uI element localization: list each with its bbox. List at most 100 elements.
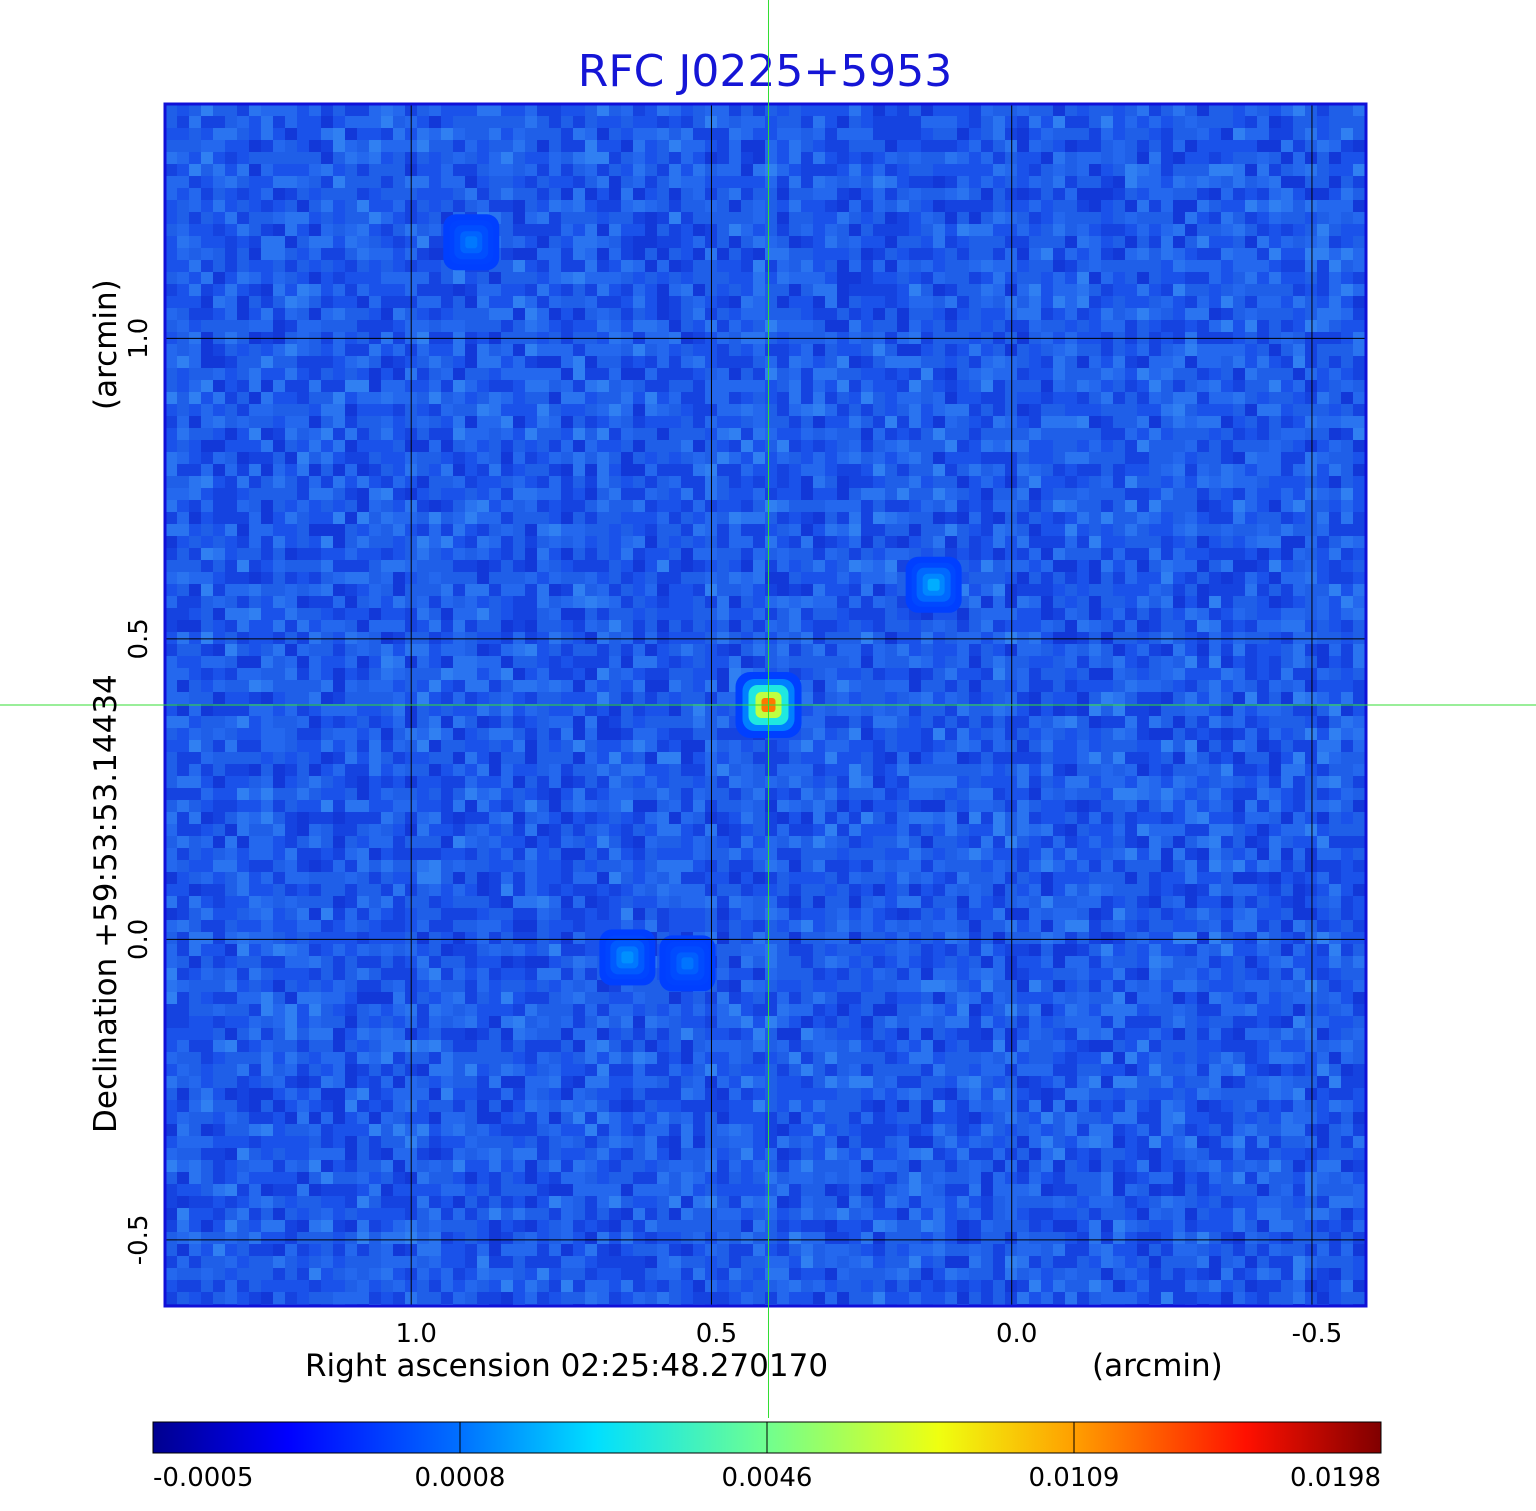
pixel [597,200,609,212]
pixel [885,440,897,452]
pixel [1317,512,1329,524]
pixel [489,404,501,416]
pixel [993,584,1005,596]
pixel [1005,164,1017,176]
pixel [801,260,813,272]
pixel [789,236,801,248]
pixel [537,248,549,260]
pixel [1137,536,1149,548]
pixel [357,620,369,632]
pixel [885,356,897,368]
pixel [657,320,669,332]
pixel [1017,116,1029,128]
pixel [969,404,981,416]
pixel [717,692,729,704]
pixel [993,344,1005,356]
pixel [285,584,297,596]
pixel [285,128,297,140]
pixel [657,392,669,404]
pixel [1293,248,1305,260]
pixel [1341,620,1353,632]
pixel [1281,644,1293,656]
pixel [1329,236,1341,248]
pixel [1017,584,1029,596]
pixel [1113,104,1125,116]
pixel [309,236,321,248]
pixel [477,392,489,404]
pixel [933,248,945,260]
pixel [1161,644,1173,656]
pixel [561,428,573,440]
pixel [513,176,525,188]
pixel [717,644,729,656]
pixel [513,632,525,644]
pixel [897,176,909,188]
pixel [561,224,573,236]
pixel [621,380,633,392]
pixel [201,272,213,284]
pixel [213,452,225,464]
pixel [213,188,225,200]
pixel [561,680,573,692]
pixel [1269,164,1281,176]
pixel [1305,440,1317,452]
pixel [225,344,237,356]
pixel [1125,140,1137,152]
pixel [669,128,681,140]
pixel [1329,488,1341,500]
pixel [501,200,513,212]
pixel [333,188,345,200]
pixel [561,320,573,332]
pixel [1257,344,1269,356]
pixel [465,188,477,200]
pixel [693,164,705,176]
pixel [285,104,297,116]
pixel [945,164,957,176]
pixel [1281,116,1293,128]
pixel [729,536,741,548]
pixel [909,128,921,140]
pixel [309,584,321,596]
pixel [1353,284,1365,296]
pixel [1329,668,1341,680]
pixel [669,380,681,392]
pixel [1245,320,1257,332]
pixel [429,656,441,668]
pixel [1293,464,1305,476]
pixel [801,416,813,428]
pixel [849,308,861,320]
pixel [1089,440,1101,452]
pixel [861,464,873,476]
pixel [1149,500,1161,512]
pixel [501,476,513,488]
pixel [453,272,465,284]
pixel [285,476,297,488]
pixel [801,356,813,368]
pixel [969,632,981,644]
pixel [549,416,561,428]
pixel [933,464,945,476]
pixel [309,296,321,308]
pixel [1305,200,1317,212]
pixel [309,404,321,416]
pixel [897,212,909,224]
pixel [765,356,777,368]
pixel [249,596,261,608]
pixel [1197,200,1209,212]
pixel [1077,164,1089,176]
pixel [549,104,561,116]
pixel [297,176,309,188]
pixel [1305,284,1317,296]
pixel [393,212,405,224]
pixel [1197,128,1209,140]
pixel [333,380,345,392]
pixel [1293,260,1305,272]
pixel [885,296,897,308]
pixel [1293,572,1305,584]
pixel [429,548,441,560]
pixel [393,440,405,452]
pixel [717,284,729,296]
pixel [393,104,405,116]
pixel [249,296,261,308]
pixel [249,548,261,560]
